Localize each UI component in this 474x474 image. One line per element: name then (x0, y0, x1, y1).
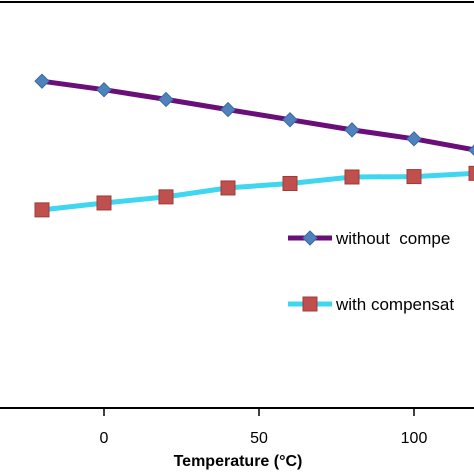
data-point-1-6 (406, 169, 422, 185)
legend-item-0: without compe (288, 229, 450, 248)
plot-frame (0, 1, 474, 409)
data-point-0-7 (468, 144, 474, 156)
series-layer (34, 73, 474, 218)
legend-marker-1 (302, 296, 318, 312)
data-point-0-1 (96, 81, 112, 98)
series-line-1 (41, 170, 474, 213)
legend: without compe with compensat (288, 229, 454, 314)
data-point-1-5 (344, 169, 360, 185)
data-point-0-5 (344, 122, 360, 138)
data-point-1-3 (220, 180, 236, 196)
x-axis-title: Temperature (°C) (174, 453, 303, 470)
data-point-0-6 (406, 131, 422, 147)
data-point-1-0 (34, 202, 50, 218)
data-point-1-4 (282, 175, 298, 191)
x-tick-label-0: 0 (100, 430, 109, 447)
x-tick-label-1: 50 (250, 430, 268, 447)
series-1 (34, 165, 474, 218)
data-point-0-2 (158, 91, 174, 108)
legend-marker-0 (302, 230, 318, 246)
data-point-1-1 (96, 195, 112, 211)
data-point-0-3 (220, 101, 236, 118)
series-line-0 (41, 78, 474, 153)
data-point-1-7 (468, 165, 474, 181)
legend-label-0: without compe (335, 229, 450, 248)
x-axis: 0 50 100 (100, 408, 428, 447)
data-point-0-0 (34, 73, 50, 89)
data-point-1-2 (158, 189, 174, 205)
series-0 (34, 73, 474, 156)
data-point-0-4 (282, 112, 298, 128)
legend-label-1: with compensat (335, 295, 454, 314)
x-tick-label-2: 100 (401, 430, 428, 447)
legend-item-1: with compensat (288, 295, 454, 314)
